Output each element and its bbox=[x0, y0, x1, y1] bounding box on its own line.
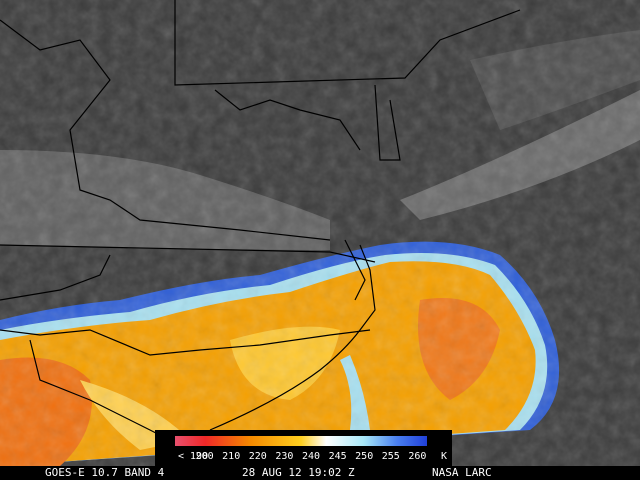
colorbar-label: 230 bbox=[275, 451, 293, 462]
footer-band bbox=[0, 466, 640, 480]
timestamp-label: 28 AUG 12 19:02 Z bbox=[242, 466, 355, 479]
product-label: GOES-E 10.7 BAND 4 bbox=[45, 466, 165, 479]
colorbar-label: K bbox=[441, 451, 447, 462]
colorbar-label: 255 bbox=[382, 451, 400, 462]
colorbar-label: 240 bbox=[302, 451, 320, 462]
colorbar-label: < 190 bbox=[178, 451, 208, 462]
colorbar-label: 260 bbox=[408, 451, 426, 462]
imagery bbox=[0, 0, 640, 467]
colorbar-label: 250 bbox=[355, 451, 373, 462]
colorbar bbox=[175, 436, 427, 446]
source-label: NASA LARC bbox=[432, 466, 492, 479]
colorbar-label: 200 bbox=[196, 451, 214, 462]
colorbar-label: 210 bbox=[222, 451, 240, 462]
colorbar-label: 220 bbox=[249, 451, 267, 462]
colorbar-label: 245 bbox=[329, 451, 347, 462]
